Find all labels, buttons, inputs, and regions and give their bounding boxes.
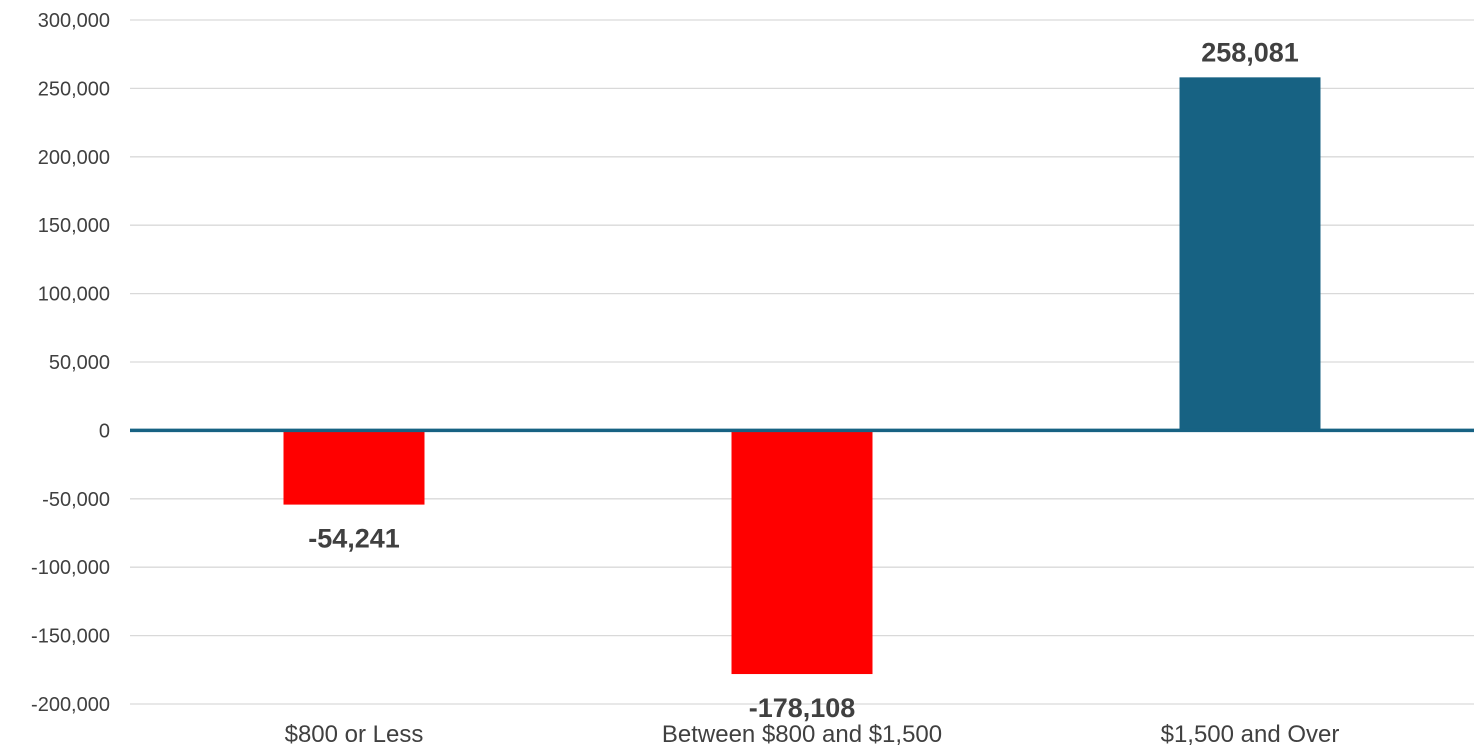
x-tick-label: Between $800 and $1,500: [662, 721, 942, 748]
x-axis-ticks: $800 or Less Between $800 and $1,500 $1,50…: [285, 721, 1340, 748]
bar: [1179, 77, 1321, 431]
y-tick-label: -150,000: [31, 626, 110, 648]
y-tick-label: 100,000: [38, 284, 110, 306]
y-tick-label: 0: [99, 420, 110, 442]
y-tick-label: 250,000: [38, 78, 110, 100]
x-tick-label: $1,500 and Over: [1161, 721, 1340, 748]
y-tick-label: -100,000: [31, 557, 110, 579]
y-tick-label: -200,000: [31, 694, 110, 716]
data-label: -54,241: [308, 524, 400, 554]
y-axis-ticks: 300,000 250,000 200,000 150,000 100,000 50,00…: [31, 10, 110, 716]
data-label: 258,081: [1201, 37, 1299, 67]
bars: [283, 77, 1321, 675]
y-tick-label: 200,000: [38, 147, 110, 169]
y-tick-label: 50,000: [49, 352, 110, 374]
data-label: -178,108: [749, 693, 856, 723]
y-tick-label: 150,000: [38, 215, 110, 237]
y-tick-label: -50,000: [42, 489, 110, 511]
bar: [731, 430, 873, 675]
x-tick-label: $800 or Less: [285, 721, 424, 748]
bar: [283, 430, 425, 505]
data-labels: -54,241 -178,108 258,081: [308, 37, 1299, 723]
y-tick-label: 300,000: [38, 10, 110, 32]
